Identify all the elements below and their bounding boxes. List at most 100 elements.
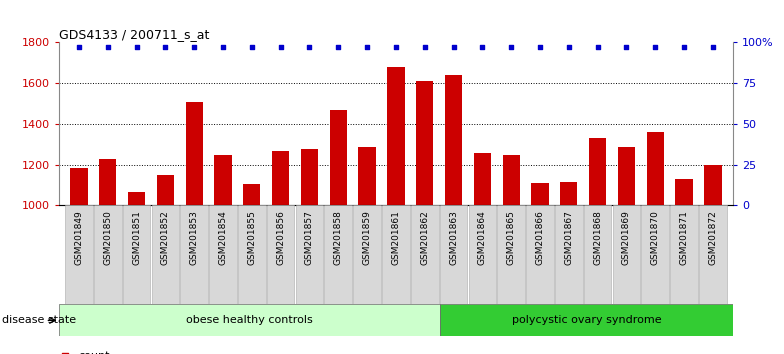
Point: [332, 44, 344, 49]
FancyBboxPatch shape: [411, 205, 438, 304]
FancyBboxPatch shape: [209, 205, 237, 304]
Text: GSM201856: GSM201856: [276, 210, 285, 265]
Text: GSM201862: GSM201862: [420, 210, 429, 265]
Point: [159, 44, 172, 49]
Point: [216, 44, 229, 49]
Bar: [243, 184, 260, 205]
Text: GSM201858: GSM201858: [334, 210, 343, 265]
Text: polycystic ovary syndrome: polycystic ovary syndrome: [512, 315, 661, 325]
Text: count: count: [78, 351, 110, 354]
Bar: [589, 138, 606, 205]
FancyBboxPatch shape: [469, 205, 496, 304]
Point: [245, 44, 258, 49]
FancyBboxPatch shape: [325, 205, 352, 304]
Text: GSM201871: GSM201871: [680, 210, 688, 265]
Bar: [503, 155, 520, 205]
Point: [448, 44, 460, 49]
FancyBboxPatch shape: [440, 304, 733, 336]
Text: GSM201864: GSM201864: [478, 210, 487, 265]
FancyBboxPatch shape: [641, 205, 669, 304]
Text: GSM201859: GSM201859: [363, 210, 372, 265]
Point: [620, 44, 633, 49]
FancyBboxPatch shape: [65, 205, 93, 304]
Bar: [128, 192, 145, 205]
Bar: [560, 182, 578, 205]
Text: GSM201863: GSM201863: [449, 210, 458, 265]
Bar: [214, 155, 232, 205]
Text: GSM201857: GSM201857: [305, 210, 314, 265]
Text: GSM201850: GSM201850: [103, 210, 112, 265]
Bar: [358, 147, 376, 205]
Text: GSM201865: GSM201865: [506, 210, 516, 265]
Point: [58, 353, 71, 354]
Bar: [71, 168, 88, 205]
Bar: [704, 165, 721, 205]
Bar: [387, 67, 405, 205]
Text: GSM201854: GSM201854: [219, 210, 227, 265]
Text: disease state: disease state: [2, 315, 76, 325]
Text: GSM201853: GSM201853: [190, 210, 198, 265]
Bar: [532, 183, 549, 205]
Bar: [618, 147, 635, 205]
Bar: [99, 159, 117, 205]
FancyBboxPatch shape: [296, 205, 323, 304]
FancyBboxPatch shape: [382, 205, 410, 304]
Point: [706, 44, 719, 49]
FancyBboxPatch shape: [180, 205, 208, 304]
Text: GSM201870: GSM201870: [651, 210, 660, 265]
Bar: [474, 153, 491, 205]
Bar: [186, 102, 203, 205]
Point: [476, 44, 488, 49]
Bar: [157, 175, 174, 205]
Text: GSM201869: GSM201869: [622, 210, 631, 265]
FancyBboxPatch shape: [354, 205, 381, 304]
Text: GSM201851: GSM201851: [132, 210, 141, 265]
FancyBboxPatch shape: [440, 205, 467, 304]
Point: [73, 44, 85, 49]
Bar: [445, 75, 463, 205]
Text: GSM201861: GSM201861: [391, 210, 401, 265]
FancyBboxPatch shape: [497, 205, 525, 304]
Point: [361, 44, 373, 49]
FancyBboxPatch shape: [123, 205, 151, 304]
FancyBboxPatch shape: [94, 205, 122, 304]
Point: [591, 44, 604, 49]
FancyBboxPatch shape: [526, 205, 554, 304]
FancyBboxPatch shape: [670, 205, 698, 304]
Point: [563, 44, 575, 49]
Point: [274, 44, 287, 49]
FancyBboxPatch shape: [699, 205, 727, 304]
Bar: [416, 81, 434, 205]
Point: [303, 44, 316, 49]
Bar: [675, 179, 693, 205]
FancyBboxPatch shape: [238, 205, 266, 304]
Bar: [272, 152, 289, 205]
Text: GSM201849: GSM201849: [74, 210, 83, 265]
FancyBboxPatch shape: [584, 205, 612, 304]
Bar: [301, 149, 318, 205]
Text: GSM201868: GSM201868: [593, 210, 602, 265]
Bar: [329, 110, 347, 205]
FancyBboxPatch shape: [267, 205, 295, 304]
Point: [505, 44, 517, 49]
Point: [130, 44, 143, 49]
Point: [188, 44, 201, 49]
FancyBboxPatch shape: [612, 205, 641, 304]
Point: [534, 44, 546, 49]
Bar: [647, 132, 664, 205]
FancyBboxPatch shape: [555, 205, 583, 304]
Point: [419, 44, 431, 49]
Text: GSM201867: GSM201867: [564, 210, 573, 265]
Text: GSM201866: GSM201866: [535, 210, 545, 265]
Point: [390, 44, 402, 49]
Text: GSM201855: GSM201855: [247, 210, 256, 265]
Point: [678, 44, 691, 49]
Point: [101, 44, 114, 49]
Text: GSM201852: GSM201852: [161, 210, 170, 265]
FancyBboxPatch shape: [151, 205, 180, 304]
FancyBboxPatch shape: [59, 304, 440, 336]
Text: GSM201872: GSM201872: [709, 210, 717, 265]
Text: GDS4133 / 200711_s_at: GDS4133 / 200711_s_at: [59, 28, 209, 41]
Point: [649, 44, 662, 49]
Text: obese healthy controls: obese healthy controls: [186, 315, 313, 325]
